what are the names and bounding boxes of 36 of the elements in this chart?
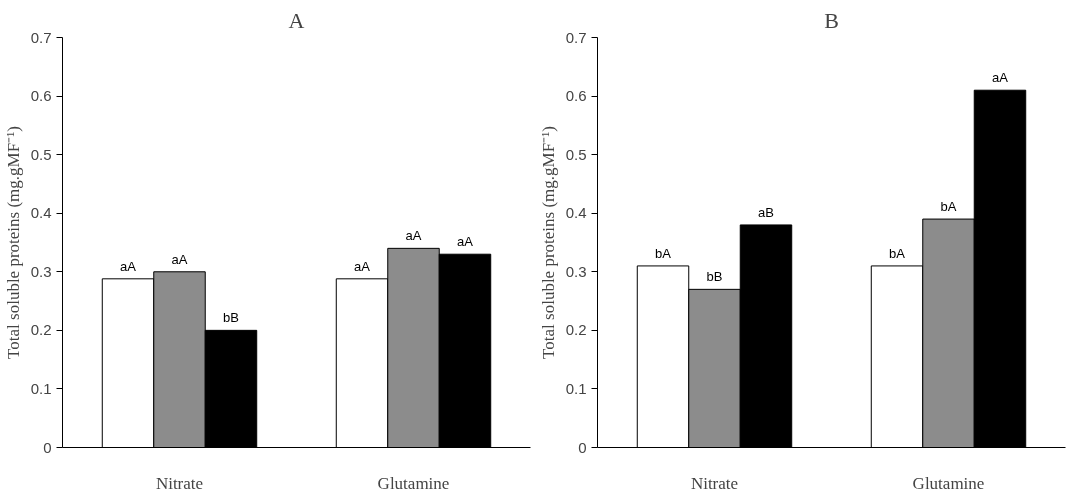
- data-label: aA: [992, 70, 1009, 86]
- x-tick-label: Glutamine: [912, 473, 985, 493]
- y-tick-label: 0.7: [565, 28, 587, 46]
- y-tick-label: 0.1: [30, 379, 52, 397]
- y-tick-label: 0.1: [565, 379, 587, 397]
- data-label: aA: [120, 258, 137, 274]
- data-label: bA: [889, 245, 906, 261]
- x-tick-label: Nitrate: [155, 473, 204, 493]
- y-tick-label: 0.3: [565, 262, 587, 280]
- y-tick-label: 0: [578, 438, 587, 456]
- x-tick-label: Nitrate: [690, 473, 739, 493]
- x-tick-label: Glutamine: [377, 473, 450, 493]
- data-label: aA: [354, 258, 371, 274]
- y-tick-label: 0.4: [30, 204, 52, 222]
- chart-title: A: [288, 7, 305, 33]
- y-tick-label: 0.4: [565, 204, 587, 222]
- y-tick-label: 0.2: [565, 321, 587, 339]
- y-tick-label: 0.5: [565, 145, 587, 163]
- y-axis-title: Total soluble proteins (mg.gMF⁻¹): [3, 126, 23, 359]
- y-tick-label: 0: [43, 438, 52, 456]
- y-tick-label: 0.6: [565, 87, 587, 105]
- data-label: bA: [655, 245, 672, 261]
- data-label: bB: [706, 269, 723, 285]
- data-label: aA: [405, 228, 422, 244]
- y-tick-label: 0.7: [30, 28, 52, 46]
- y-tick-label: 0.3: [30, 262, 52, 280]
- data-label: bA: [940, 199, 957, 215]
- y-tick-label: 0.2: [30, 321, 52, 339]
- data-label: aB: [758, 204, 774, 220]
- y-tick-label: 0.5: [30, 145, 52, 163]
- data-label: aA: [457, 234, 474, 250]
- chart-title: B: [824, 7, 839, 33]
- data-label: bB: [223, 310, 239, 326]
- y-axis-title: Total soluble proteins (mg.gMF⁻¹): [538, 126, 558, 359]
- y-tick-label: 0.6: [30, 87, 52, 105]
- data-label: aA: [171, 251, 188, 267]
